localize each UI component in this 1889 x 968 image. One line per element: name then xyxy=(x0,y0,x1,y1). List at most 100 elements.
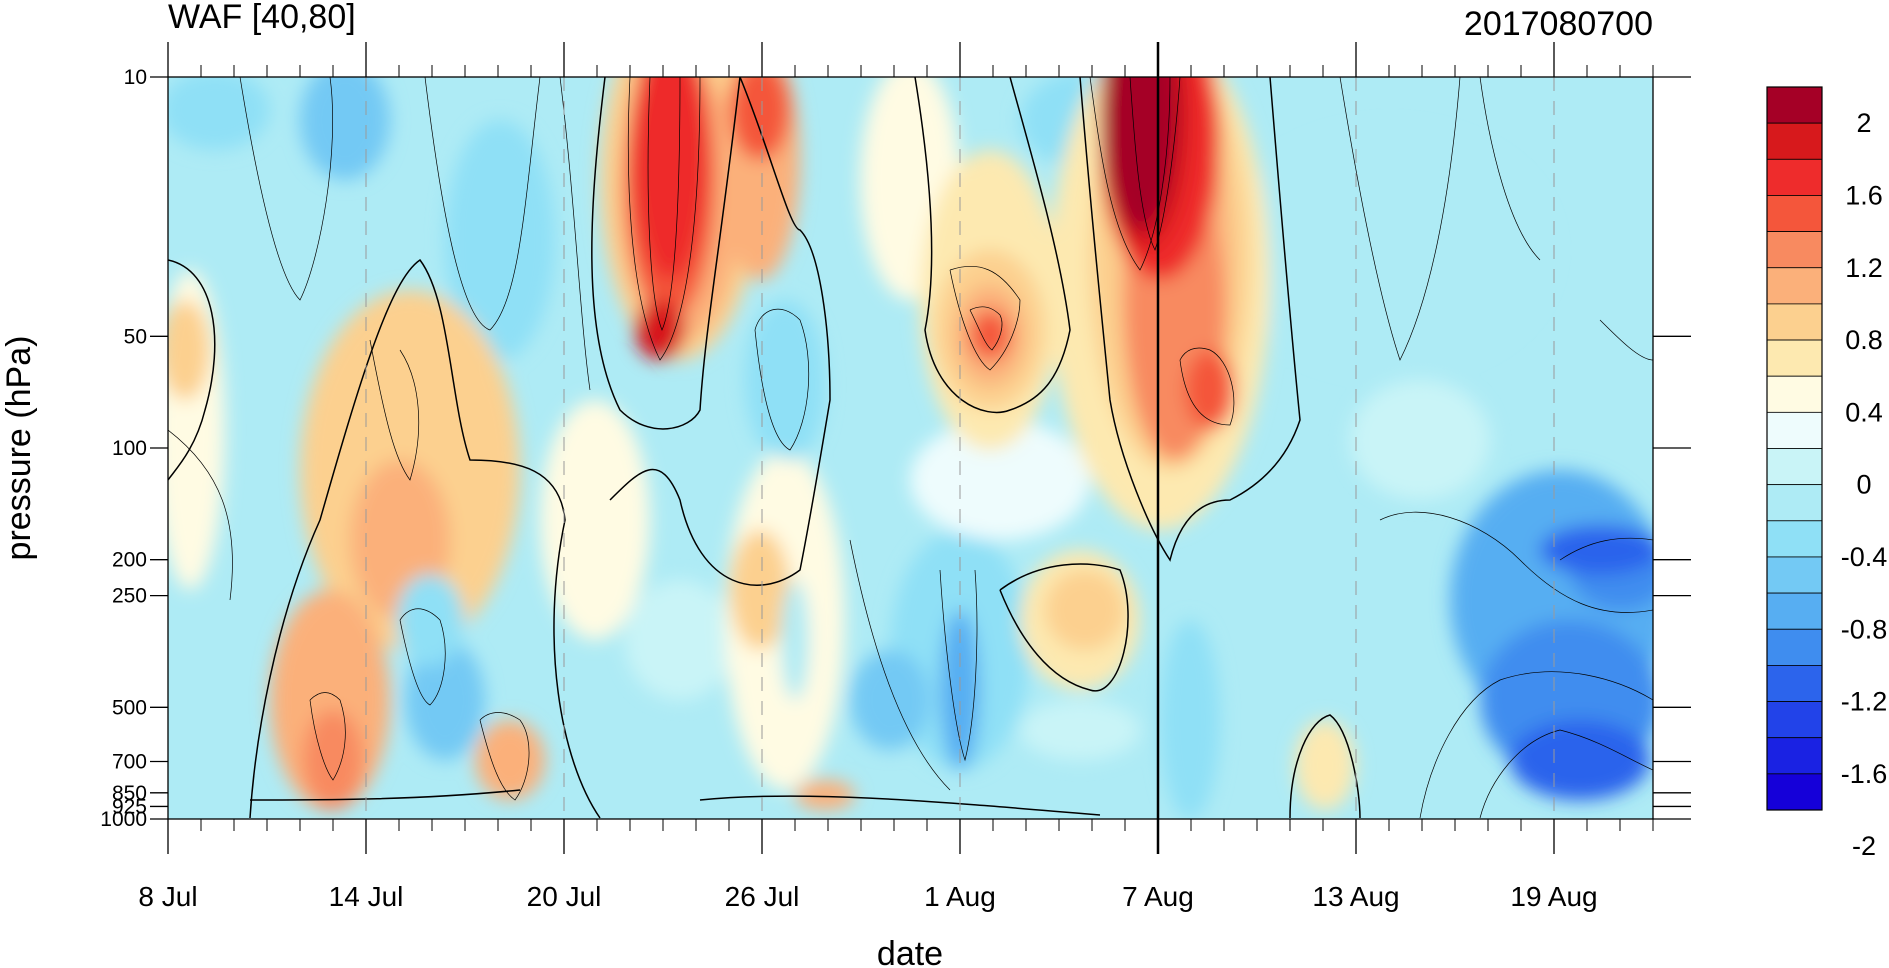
colorbar-label: 2 xyxy=(1856,108,1871,138)
x-tick-label: 1 Aug xyxy=(924,881,996,912)
blob xyxy=(475,720,545,800)
colorbar-swatch xyxy=(1766,520,1823,558)
contour-line xyxy=(1599,319,1653,361)
contour-line xyxy=(1379,511,1653,613)
blob xyxy=(1540,525,1653,575)
y-tick-label: 500 xyxy=(112,696,147,719)
y-tick-label: 200 xyxy=(112,549,147,572)
contour-line xyxy=(1289,714,1361,819)
blob xyxy=(781,580,809,700)
y-tick-label: 10 xyxy=(124,66,147,89)
contour-lines xyxy=(168,77,1653,819)
blob xyxy=(1185,350,1235,430)
colorbar-label: 1.2 xyxy=(1845,253,1883,283)
contour-line xyxy=(939,569,978,762)
colorbar-swatch xyxy=(1766,628,1823,666)
blob xyxy=(1160,620,1220,819)
blob xyxy=(970,310,1010,360)
y-tick-label: 850 xyxy=(112,782,147,805)
field-blobs xyxy=(168,77,1653,819)
colorbar-label: 0.4 xyxy=(1845,397,1883,427)
blob xyxy=(632,77,708,280)
colorbar-swatch xyxy=(1766,267,1823,305)
blob xyxy=(730,530,790,650)
colorbar-label: 0 xyxy=(1856,470,1871,500)
x-tick-label: 8 Jul xyxy=(138,881,197,912)
blob xyxy=(540,400,650,640)
colorbar-label: -0.4 xyxy=(1841,542,1888,572)
colorbar-swatch xyxy=(1766,701,1823,739)
contour-line xyxy=(239,77,334,301)
contour-line xyxy=(249,789,521,801)
colorbar-label: 0.8 xyxy=(1845,325,1883,355)
x-tick-label: 20 Jul xyxy=(527,881,602,912)
y-tick-label: 1000 xyxy=(100,808,147,831)
blob xyxy=(1295,720,1355,810)
contour-line xyxy=(369,339,420,481)
contour-line xyxy=(609,77,831,586)
blob xyxy=(910,420,1090,540)
blob xyxy=(168,300,210,400)
contour-line xyxy=(1479,77,1541,261)
x-tick-label: 26 Jul xyxy=(725,881,800,912)
colorbar-swatch xyxy=(1766,592,1823,630)
colorbar-swatch xyxy=(1766,158,1823,196)
axis-ticks xyxy=(150,42,1691,854)
y-axis-label: pressure (hPa) xyxy=(0,336,38,561)
blob xyxy=(303,710,363,810)
blob xyxy=(730,77,790,160)
x-tick-label: 7 Aug xyxy=(1122,881,1194,912)
contour-line xyxy=(479,712,530,801)
colorbar-swatch xyxy=(1766,665,1823,702)
contour-line xyxy=(424,77,541,331)
blob xyxy=(1510,720,1650,800)
y-tick-label: 100 xyxy=(112,437,147,460)
blob xyxy=(755,320,825,460)
contour-line xyxy=(249,258,601,819)
x-tick-label: 13 Aug xyxy=(1312,881,1399,912)
contour-line xyxy=(1089,77,1171,271)
colorbar-swatch xyxy=(1766,411,1823,449)
contour-line xyxy=(627,77,701,361)
contour-line xyxy=(399,608,446,706)
colorbar-swatch xyxy=(1766,231,1823,269)
blob xyxy=(1045,570,1125,650)
contour-line xyxy=(591,77,741,430)
colorbar-label: -1.2 xyxy=(1841,687,1888,717)
contour-line xyxy=(914,77,1071,414)
plot-frame xyxy=(167,76,1654,820)
blob xyxy=(1020,700,1140,760)
x-tick-label: 19 Aug xyxy=(1510,881,1597,912)
chart-title-left: WAF [40,80] xyxy=(168,0,356,36)
blob xyxy=(635,300,685,360)
contour-line xyxy=(1079,77,1301,562)
chart-title-right: 2017080700 xyxy=(1464,5,1653,43)
blob xyxy=(396,574,464,666)
contour-line xyxy=(699,795,1101,816)
colorbar-label: -0.8 xyxy=(1841,614,1888,644)
blob xyxy=(1350,380,1490,500)
contour-line xyxy=(168,259,216,481)
y-tick-label: 50 xyxy=(124,325,147,348)
blob xyxy=(1102,77,1178,230)
colorbar-swatch xyxy=(1766,303,1823,341)
blob xyxy=(625,580,735,700)
colorbar-swatch xyxy=(1766,773,1823,811)
x-axis-label: date xyxy=(877,935,943,968)
contour-line xyxy=(559,77,591,391)
colorbar-swatch xyxy=(1766,339,1823,377)
contour-line xyxy=(1179,347,1235,426)
colorbar-swatch xyxy=(1766,737,1823,775)
colorbar-swatch xyxy=(1766,556,1823,594)
x-tick-label: 14 Jul xyxy=(329,881,404,912)
colorbar-swatch xyxy=(1766,86,1823,124)
blob xyxy=(795,780,855,810)
contour-line xyxy=(1479,729,1653,819)
contour-line xyxy=(1419,671,1653,819)
y-tick-label: 925 xyxy=(112,795,147,818)
colorbar-frame xyxy=(1766,86,1823,811)
x-tick-labels: 8 Jul 14 Jul 20 Jul 26 Jul 1 Aug 7 Aug 13 Aug 1… xyxy=(138,881,1597,912)
contour-line xyxy=(949,266,1021,371)
